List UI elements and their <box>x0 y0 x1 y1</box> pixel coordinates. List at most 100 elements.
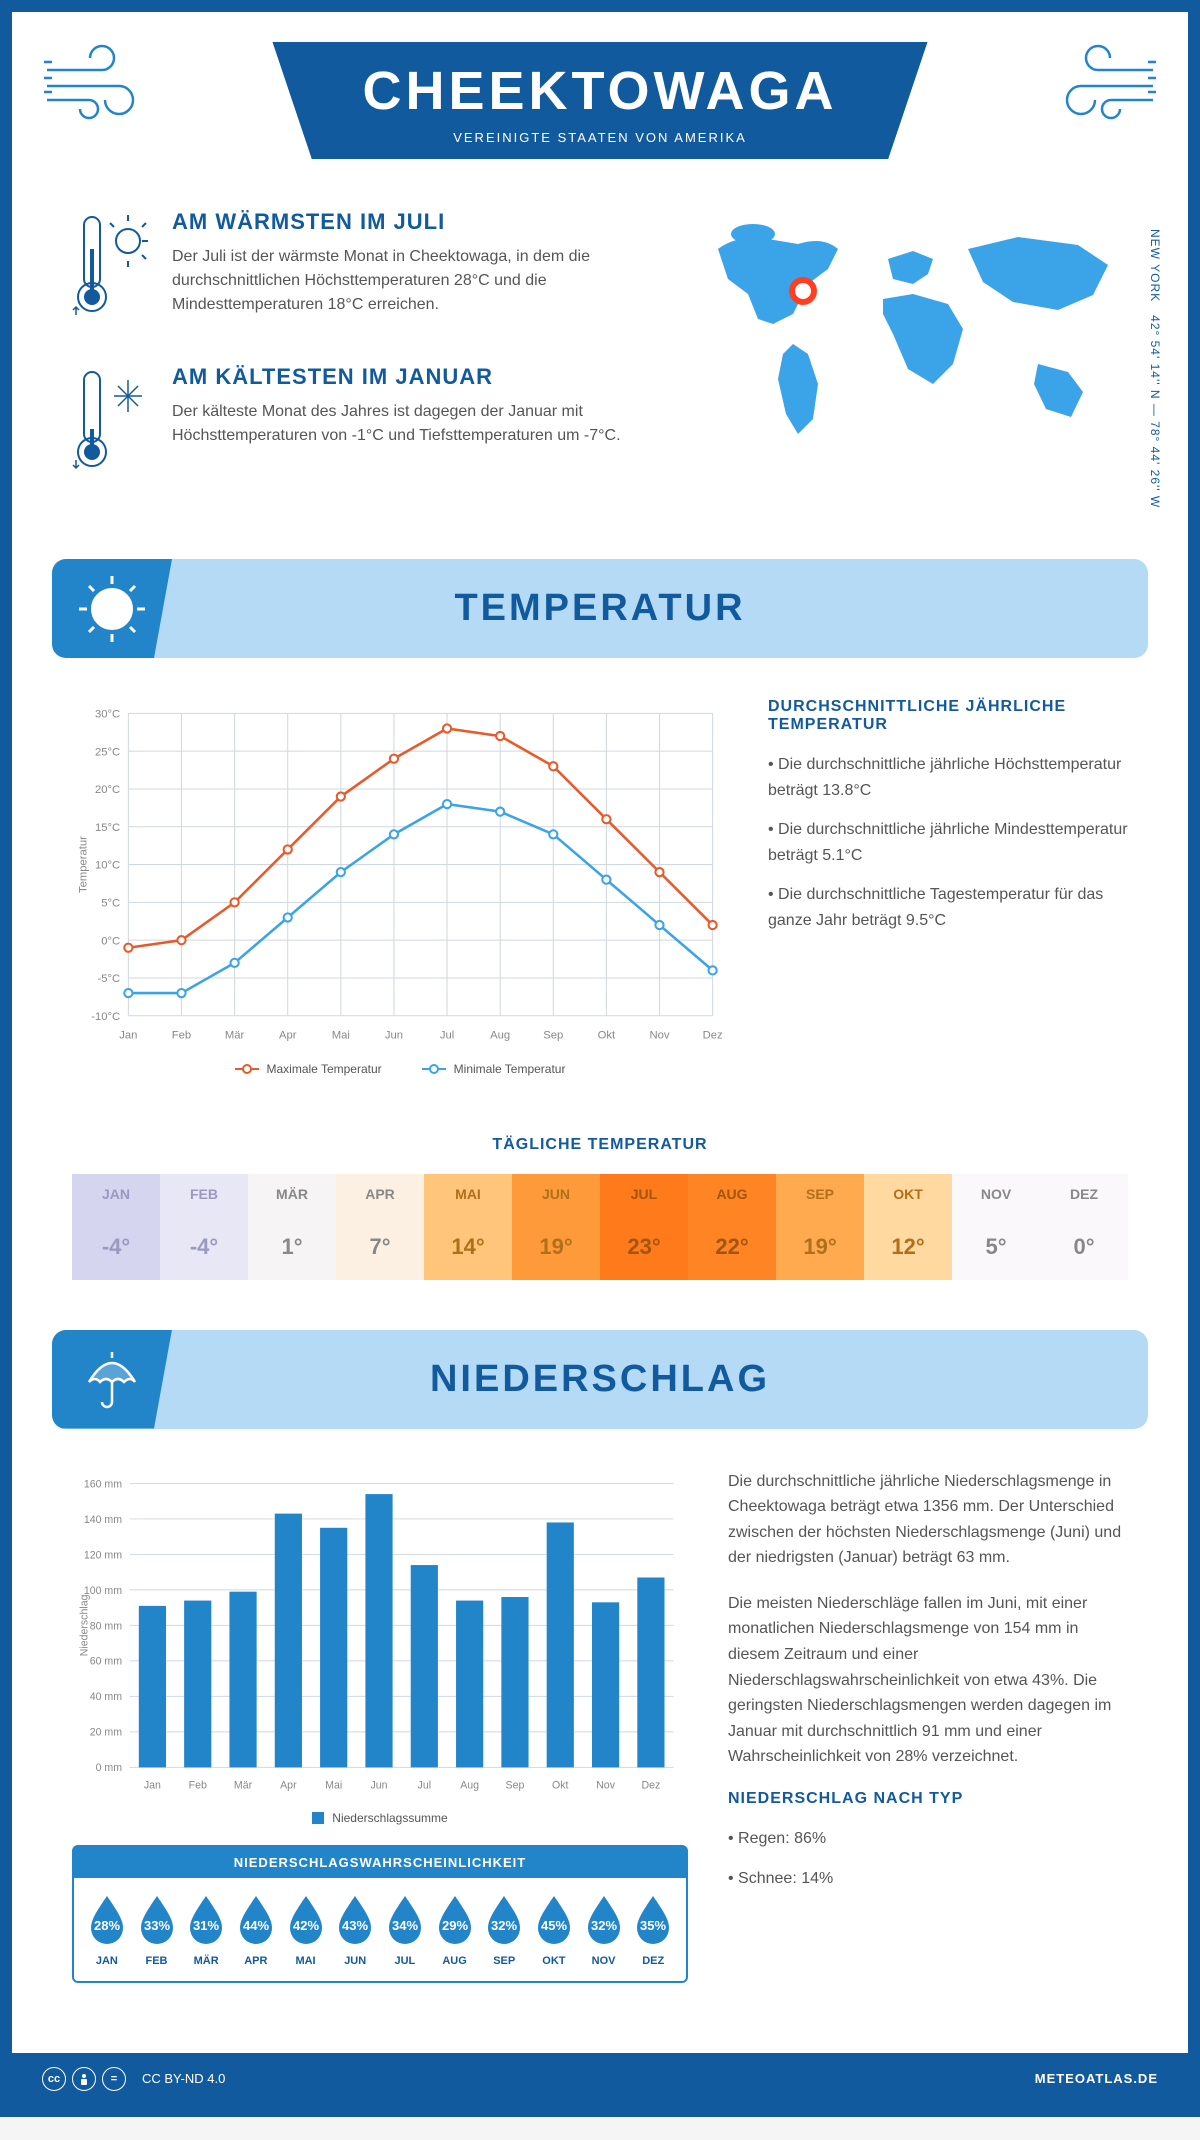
temperature-title: TEMPERATUR <box>52 587 1148 630</box>
prob-cell: 43% JUN <box>330 1892 380 1967</box>
daily-temp-grid: JAN -4° FEB -4° MÄR 1° APR 7° MAI 14° JU… <box>72 1174 1128 1280</box>
legend-precip: Niederschlagssumme <box>312 1811 447 1825</box>
intro-section: AM WÄRMSTEN IM JULI Der Juli ist der wär… <box>12 209 1188 559</box>
svg-text:60 mm: 60 mm <box>90 1655 123 1667</box>
svg-text:-10°C: -10°C <box>91 1011 120 1023</box>
svg-text:29%: 29% <box>442 1918 468 1933</box>
thermometer-hot-icon <box>72 209 152 334</box>
svg-text:Mär: Mär <box>225 1029 245 1041</box>
svg-text:40 mm: 40 mm <box>90 1691 123 1703</box>
city-title: CHEEKTOWAGA <box>362 60 837 122</box>
temp-bullet: • Die durchschnittliche Tagestemperatur … <box>768 882 1128 933</box>
month-cell: NOV 5° <box>952 1174 1040 1280</box>
svg-text:44%: 44% <box>243 1918 269 1933</box>
prob-cell: 32% SEP <box>479 1892 529 1967</box>
svg-text:Mär: Mär <box>234 1779 253 1791</box>
footer: cc = CC BY-ND 4.0 METEOATLAS.DE <box>12 2053 1188 2105</box>
precip-type-snow: • Schnee: 14% <box>728 1866 1128 1892</box>
svg-text:33%: 33% <box>143 1918 169 1933</box>
temperature-header: TEMPERATUR <box>52 559 1148 658</box>
thermometer-cold-icon <box>72 364 152 489</box>
svg-text:Aug: Aug <box>490 1029 510 1041</box>
svg-text:80 mm: 80 mm <box>90 1620 123 1632</box>
legend-max: .legend-item:nth-child(1) .legend-line::… <box>235 1062 382 1076</box>
month-cell: MÄR 1° <box>248 1174 336 1280</box>
svg-text:31%: 31% <box>193 1918 219 1933</box>
precip-type-heading: NIEDERSCHLAG NACH TYP <box>728 1790 1128 1808</box>
svg-text:-5°C: -5°C <box>98 973 121 985</box>
coords-region: NEW YORK <box>1148 229 1162 302</box>
by-icon <box>72 2067 96 2091</box>
coords-text: 42° 54' 14'' N — 78° 44' 26'' W <box>1148 315 1162 508</box>
svg-text:Apr: Apr <box>280 1779 297 1791</box>
coldest-text: Der kälteste Monat des Jahres ist dagege… <box>172 400 648 448</box>
svg-text:32%: 32% <box>491 1918 517 1933</box>
temperature-legend: .legend-item:nth-child(1) .legend-line::… <box>72 1062 728 1076</box>
svg-text:Feb: Feb <box>172 1029 191 1041</box>
nd-icon: = <box>102 2067 126 2091</box>
svg-text:Temperatur: Temperatur <box>77 836 89 893</box>
svg-text:20 mm: 20 mm <box>90 1726 123 1738</box>
svg-text:Dez: Dez <box>703 1029 723 1041</box>
prob-cell: 35% DEZ <box>628 1892 678 1967</box>
svg-text:28%: 28% <box>94 1918 120 1933</box>
month-cell: AUG 22° <box>688 1174 776 1280</box>
page: CHEEKTOWAGA VEREINIGTE STAATEN VON AMERI… <box>0 0 1200 2117</box>
probability-grid: 28% JAN 33% FEB 31% MÄR 44% APR 42% MAI … <box>74 1878 686 1981</box>
svg-text:Jan: Jan <box>119 1029 137 1041</box>
map-container: NEW YORK 42° 54' 14'' N — 78° 44' 26'' W <box>688 209 1128 519</box>
svg-text:120 mm: 120 mm <box>84 1549 122 1561</box>
svg-text:140 mm: 140 mm <box>84 1513 122 1525</box>
month-cell: DEZ 0° <box>1040 1174 1128 1280</box>
month-cell: MAI 14° <box>424 1174 512 1280</box>
svg-text:0°C: 0°C <box>101 935 120 947</box>
precip-para: Die durchschnittliche jährliche Niedersc… <box>728 1469 1128 1571</box>
precipitation-info: Die durchschnittliche jährliche Niedersc… <box>728 1469 1128 1983</box>
temperature-info: DURCHSCHNITTLICHE JÄHRLICHE TEMPERATUR •… <box>768 698 1128 1076</box>
svg-text:Feb: Feb <box>189 1779 207 1791</box>
svg-text:35%: 35% <box>640 1918 666 1933</box>
month-cell: JAN -4° <box>72 1174 160 1280</box>
coldest-heading: AM KÄLTESTEN IM JANUAR <box>172 364 648 390</box>
precipitation-header: NIEDERSCHLAG <box>52 1330 1148 1429</box>
svg-text:0 mm: 0 mm <box>96 1762 123 1774</box>
month-cell: SEP 19° <box>776 1174 864 1280</box>
wind-icon <box>42 42 152 127</box>
temp-bullet: • Die durchschnittliche jährliche Höchst… <box>768 752 1128 803</box>
header: CHEEKTOWAGA VEREINIGTE STAATEN VON AMERI… <box>12 12 1188 209</box>
license-block: cc = CC BY-ND 4.0 <box>42 2067 225 2091</box>
coordinates: NEW YORK 42° 54' 14'' N — 78° 44' 26'' W <box>1148 229 1162 508</box>
svg-text:Jan: Jan <box>144 1779 161 1791</box>
temperature-content: -10°C-5°C0°C5°C10°C15°C20°C25°C30°CJanFe… <box>12 658 1188 1116</box>
precip-type-rain: • Regen: 86% <box>728 1826 1128 1852</box>
svg-text:5°C: 5°C <box>101 897 120 909</box>
prob-cell: 45% OKT <box>529 1892 579 1967</box>
probability-box: NIEDERSCHLAGSWAHRSCHEINLICHKEIT 28% JAN … <box>72 1845 688 1983</box>
prob-cell: 34% JUL <box>380 1892 430 1967</box>
month-cell: JUL 23° <box>600 1174 688 1280</box>
coldest-block: AM KÄLTESTEN IM JANUAR Der kälteste Mona… <box>72 364 648 489</box>
month-cell: OKT 12° <box>864 1174 952 1280</box>
svg-text:30°C: 30°C <box>95 708 120 720</box>
legend-min: .legend-item:nth-child(2) .legend-line::… <box>422 1062 566 1076</box>
svg-text:10°C: 10°C <box>95 860 120 872</box>
precipitation-legend: Niederschlagssumme <box>72 1811 688 1825</box>
svg-text:Sep: Sep <box>506 1779 525 1791</box>
svg-text:Nov: Nov <box>649 1029 669 1041</box>
intro-left: AM WÄRMSTEN IM JULI Der Juli ist der wär… <box>72 209 648 519</box>
svg-text:20°C: 20°C <box>95 784 120 796</box>
svg-text:Mai: Mai <box>325 1779 342 1791</box>
prob-cell: 29% AUG <box>430 1892 480 1967</box>
precipitation-title: NIEDERSCHLAG <box>52 1358 1148 1401</box>
svg-text:160 mm: 160 mm <box>84 1478 122 1490</box>
warmest-heading: AM WÄRMSTEN IM JULI <box>172 209 648 235</box>
site-name: METEOATLAS.DE <box>1035 2071 1158 2086</box>
svg-text:Okt: Okt <box>598 1029 616 1041</box>
svg-text:Dez: Dez <box>641 1779 660 1791</box>
sun-icon <box>52 559 172 658</box>
month-cell: FEB -4° <box>160 1174 248 1280</box>
umbrella-icon <box>52 1330 172 1429</box>
svg-text:Mai: Mai <box>332 1029 350 1041</box>
month-cell: APR 7° <box>336 1174 424 1280</box>
temp-info-heading: DURCHSCHNITTLICHE JÄHRLICHE TEMPERATUR <box>768 698 1128 734</box>
